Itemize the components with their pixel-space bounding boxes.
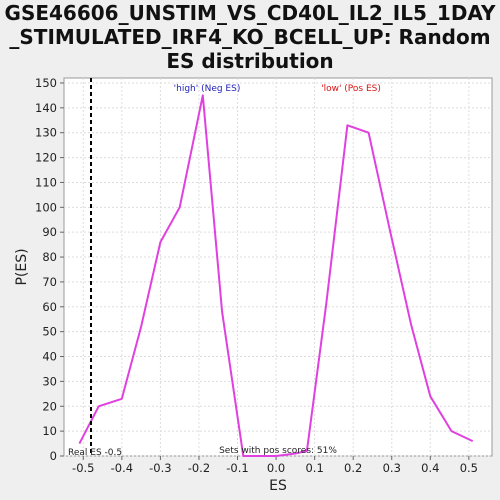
pos-scores-label: Sets with pos scores: 51%	[219, 446, 337, 456]
x-tick-label: -0.3	[149, 461, 171, 475]
gridlines	[64, 78, 492, 457]
y-tick-label: 0	[50, 449, 57, 463]
y-tick-label: 120	[35, 151, 57, 165]
x-tick-label: -0.1	[226, 461, 248, 475]
x-tick-label: 0.0	[267, 461, 285, 475]
y-tick-label: 130	[35, 126, 57, 140]
x-tick-label: 0.2	[344, 461, 362, 475]
chart-title-line-2: _STIMULATED_IRF4_KO_BCELL_UP: Random	[9, 25, 490, 49]
x-tick-label: -0.5	[72, 461, 94, 475]
y-tick-label: 60	[42, 300, 57, 314]
x-tick-label: 0.4	[421, 461, 439, 475]
distribution-line	[78, 94, 474, 457]
x-tick-label: 0.3	[383, 461, 401, 475]
x-axis-label: ES	[269, 478, 287, 494]
y-tick-label: 20	[42, 399, 57, 413]
y-tick-label: 150	[35, 76, 57, 90]
x-tick-label: 0.5	[460, 461, 478, 475]
y-axis-label: P(ES)	[14, 248, 30, 285]
axes: 0 10 20 30 40 50 60 70 80 90 100 110 120 130 140 150 -0.…	[35, 76, 478, 475]
plot-area	[63, 77, 493, 457]
y-tick-label: 30	[42, 374, 57, 388]
real-es-label: Real ES -0.5	[68, 448, 122, 458]
chart-title-line-1: GSE46606_UNSTIM_VS_CD40L_IL2_IL5_1DAY	[5, 1, 496, 25]
y-tick-label: 110	[35, 175, 57, 189]
y-tick-label: 90	[42, 225, 57, 239]
y-tick-label: 80	[42, 250, 57, 264]
high-neg-es-label: 'high' (Neg ES)	[174, 84, 241, 94]
x-tick-label: -0.4	[111, 461, 133, 475]
y-tick-label: 100	[35, 200, 57, 214]
y-tick-label: 40	[42, 350, 57, 364]
series-layer	[78, 94, 474, 457]
chart-title-line-3: ES distribution	[166, 49, 333, 73]
x-tick-label: 0.1	[305, 461, 323, 475]
y-tick-label: 140	[35, 101, 57, 115]
y-tick-label: 70	[42, 275, 57, 289]
x-tick-label: -0.2	[188, 461, 210, 475]
y-tick-label: 10	[42, 424, 57, 438]
low-pos-es-label: 'low' (Pos ES)	[321, 84, 381, 94]
y-tick-label: 50	[42, 325, 57, 339]
